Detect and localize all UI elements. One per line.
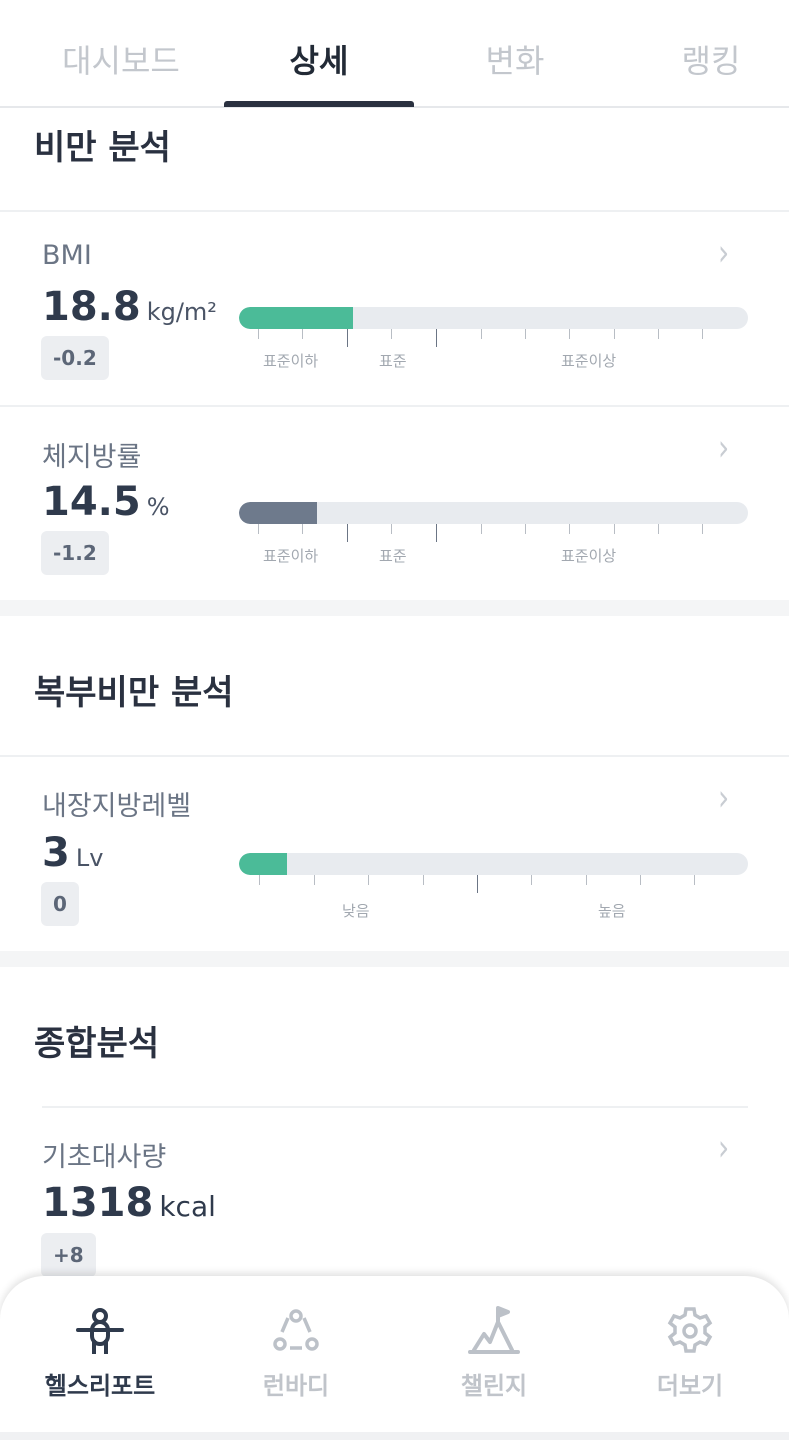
visceral-number: 3 — [42, 830, 70, 876]
visceral-value: 3 Lv — [42, 830, 103, 876]
nav-label: 챌린지 — [460, 1372, 528, 1400]
divider — [0, 755, 789, 757]
nav-runbody[interactable]: 런바디 — [216, 1306, 376, 1401]
nav-more[interactable]: 더보기 — [610, 1306, 770, 1401]
bodyfat-bar-fill — [239, 502, 317, 524]
scale-tick — [477, 875, 478, 893]
chevron-right-icon[interactable]: › — [718, 426, 730, 469]
bodyfat-bar — [239, 502, 748, 524]
scale-tick — [391, 524, 392, 534]
scale-standard: 표준 — [379, 547, 407, 565]
bmr-number: 1318 — [42, 1180, 154, 1226]
scale-above-standard: 표준이상 — [561, 547, 617, 565]
chevron-right-icon[interactable]: › — [718, 1126, 730, 1169]
person-icon — [76, 1308, 124, 1354]
scale-tick — [614, 524, 615, 534]
scale-tick — [640, 875, 641, 885]
bmr-label: 기초대사량 — [42, 1142, 167, 1173]
scale-tick — [258, 524, 259, 534]
scale-above-standard: 표준이상 — [561, 352, 617, 370]
scale-tick — [586, 875, 587, 885]
section-gap — [0, 600, 789, 616]
visceral-unit: Lv — [75, 844, 104, 872]
active-tab-indicator — [224, 101, 414, 107]
gear-icon — [667, 1307, 713, 1353]
nav-health-report[interactable]: 헬스리포트 — [20, 1306, 180, 1401]
bmi-value: 18.8 kg/m² — [42, 284, 217, 330]
bmi-number: 18.8 — [42, 284, 141, 330]
section-title-overall: 종합분석 — [34, 1024, 160, 1064]
bodyfat-unit: % — [146, 493, 170, 521]
scale-tick — [481, 329, 482, 339]
mountain-flag-icon — [468, 1306, 520, 1354]
bmi-bar-fill — [239, 307, 354, 329]
nav-challenge[interactable]: 챌린지 — [414, 1306, 574, 1401]
nav-label: 헬스리포트 — [44, 1372, 156, 1400]
scale-tick — [436, 329, 437, 347]
bmr-unit: kcal — [159, 1190, 216, 1223]
scale-tick — [525, 524, 526, 534]
scale-high: 높음 — [598, 902, 626, 920]
scale-tick — [569, 329, 570, 339]
scale-tick — [258, 329, 259, 339]
scale-tick — [302, 329, 303, 339]
bodyfat-value: 14.5% — [42, 479, 170, 525]
nav-label: 런바디 — [262, 1372, 330, 1400]
scale-standard: 표준 — [379, 352, 407, 370]
tab-ranking[interactable]: 랭킹 — [681, 42, 741, 80]
scale-tick — [694, 875, 695, 885]
visceral-change-badge: 0 — [41, 882, 79, 926]
section-title-obesity: 비만 분석 — [34, 128, 171, 168]
nav-label: 더보기 — [656, 1372, 724, 1400]
scale-low: 낮음 — [342, 902, 370, 920]
tab-dashboard[interactable]: 대시보드 — [62, 42, 180, 80]
scale-tick — [658, 329, 659, 339]
tab-detail[interactable]: 상세 — [289, 42, 349, 80]
section-gap — [0, 951, 789, 967]
visceral-bar-fill — [239, 853, 287, 875]
scale-tick — [347, 329, 348, 347]
scale-tick — [702, 524, 703, 534]
scale-tick — [368, 875, 369, 885]
bmi-label: BMI — [42, 240, 92, 271]
scale-below-standard: 표준이하 — [263, 547, 319, 565]
divider — [42, 1106, 748, 1108]
scale-below-standard: 표준이하 — [263, 352, 319, 370]
bodyfat-change-badge: -1.2 — [41, 531, 109, 575]
scale-tick — [658, 524, 659, 534]
scale-tick — [302, 524, 303, 534]
scale-tick — [259, 875, 260, 885]
scale-tick — [314, 875, 315, 885]
bmr-change-badge: +8 — [41, 1233, 96, 1277]
bmi-change-badge: -0.2 — [41, 336, 109, 380]
scale-tick — [423, 875, 424, 885]
scale-tick — [702, 329, 703, 339]
scale-tick — [614, 329, 615, 339]
scale-tick — [347, 524, 348, 542]
scale-tick — [436, 524, 437, 542]
bottom-nav: 헬스리포트 런바디 챌린지 더보기 — [0, 1276, 789, 1440]
scale-tick — [531, 875, 532, 885]
section-title-abdominal: 복부비만 분석 — [34, 673, 234, 713]
visceral-label: 내장지방레벨 — [42, 791, 192, 822]
chevron-right-icon[interactable]: › — [718, 231, 730, 274]
bmr-value: 1318 kcal — [42, 1180, 216, 1226]
tab-change[interactable]: 변화 — [485, 42, 545, 80]
tab-divider — [0, 106, 789, 108]
share-circle-icon — [273, 1309, 319, 1351]
scale-tick — [391, 329, 392, 339]
bodyfat-number: 14.5 — [42, 479, 141, 525]
visceral-bar — [239, 853, 748, 875]
scale-tick — [569, 524, 570, 534]
bmi-bar — [239, 307, 748, 329]
bmi-unit: kg/m² — [146, 298, 217, 326]
chevron-right-icon[interactable]: › — [718, 776, 730, 819]
bodyfat-label: 체지방률 — [42, 442, 142, 473]
divider — [0, 210, 789, 212]
divider — [0, 405, 789, 407]
system-bar — [0, 1432, 789, 1440]
scale-tick — [525, 329, 526, 339]
scale-tick — [481, 524, 482, 534]
